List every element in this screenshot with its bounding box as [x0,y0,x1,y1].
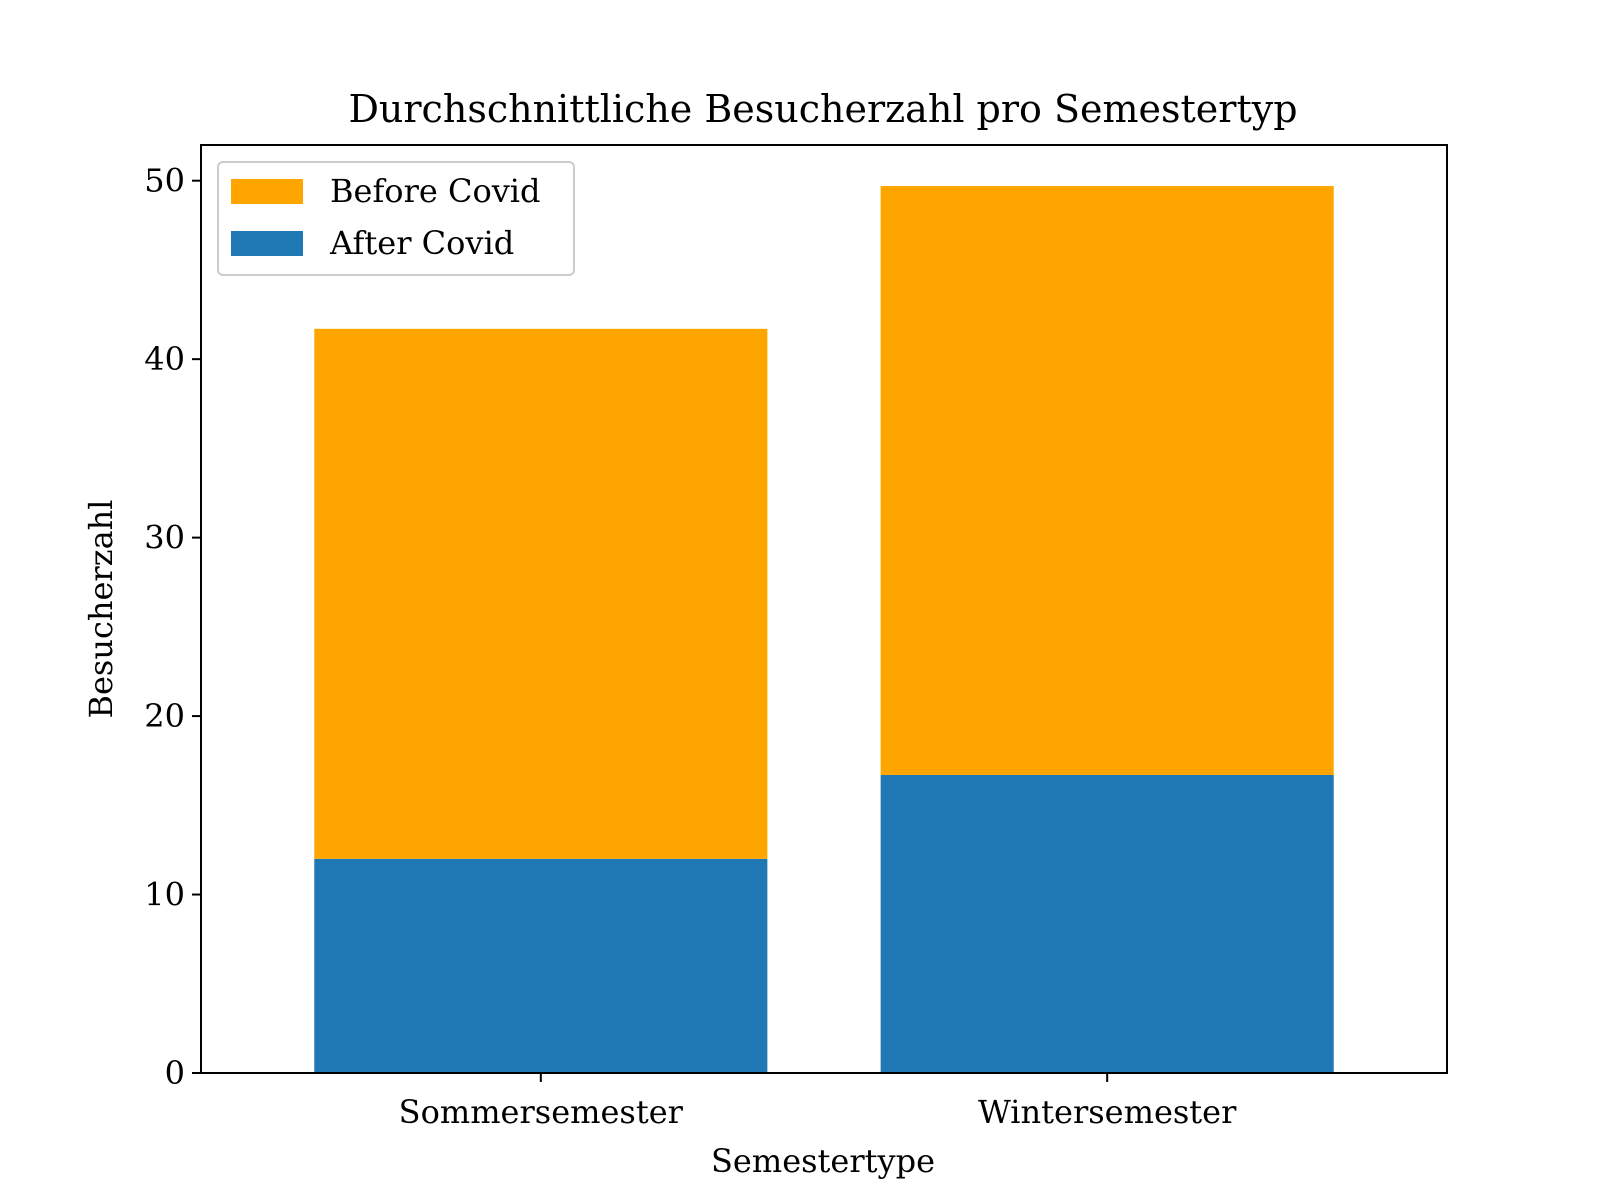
bar-before-covid-wintersemester [880,186,1334,775]
y-tick-label: 20 [144,697,185,735]
bar-after-covid-wintersemester [880,774,1334,1073]
legend-swatch [231,231,303,256]
y-tick-label: 50 [144,162,185,200]
legend-label: After Covid [329,224,514,262]
plot-frame [200,144,1448,1074]
legend: Before Covid After Covid [217,161,575,276]
legend-swatch [231,179,303,204]
y-tick-label: 0 [165,1054,185,1092]
x-tick-label: Sommersemester [399,1093,684,1131]
legend-frame [217,161,575,276]
legend-label: Before Covid [330,172,541,210]
bar-after-covid-sommersemester [314,858,768,1073]
bar-before-covid-sommersemester [314,328,768,859]
y-tick-label: 40 [144,340,185,378]
x-axis: Sommersemester Wintersemester [399,1073,1237,1131]
y-tick-label: 30 [144,519,185,557]
y-axis: 0 10 20 30 40 50 [144,162,201,1092]
y-axis-label: Besucherzahl [82,499,120,718]
bars-group [314,186,1334,1073]
x-axis-label: Semestertype [711,1142,935,1180]
y-tick-label: 10 [144,876,185,914]
chart-title: Durchschnittliche Besucherzahl pro Semes… [348,87,1297,131]
x-tick-label: Wintersemester [978,1093,1237,1131]
